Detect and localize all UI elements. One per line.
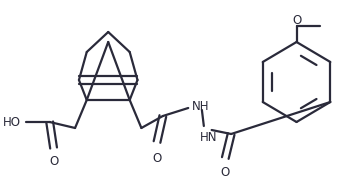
Text: HN: HN — [200, 131, 217, 144]
Text: O: O — [153, 152, 161, 165]
Text: NH: NH — [192, 99, 210, 112]
Text: O: O — [292, 13, 301, 26]
Text: O: O — [49, 155, 58, 168]
Text: O: O — [221, 166, 230, 179]
Text: HO: HO — [3, 115, 20, 129]
